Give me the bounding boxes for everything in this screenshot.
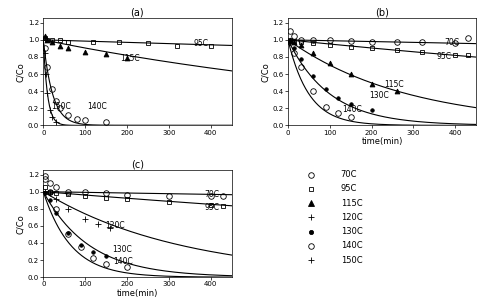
Text: 120C: 120C (340, 213, 361, 222)
Text: 150C: 150C (51, 102, 71, 111)
Text: 70C: 70C (204, 190, 219, 199)
Text: 115C: 115C (384, 80, 403, 89)
Text: 140C: 140C (113, 257, 133, 266)
Text: 115C: 115C (340, 199, 361, 208)
Text: 95C: 95C (340, 184, 356, 193)
Text: 120C: 120C (105, 221, 124, 230)
Y-axis label: C/Co: C/Co (16, 62, 25, 82)
Text: 95C: 95C (193, 39, 208, 48)
Text: 95C: 95C (435, 52, 451, 62)
Y-axis label: C/Co: C/Co (260, 62, 269, 82)
Text: 130C: 130C (340, 227, 361, 236)
Text: 130C: 130C (369, 91, 388, 100)
Y-axis label: C/Co: C/Co (16, 214, 25, 234)
Title: (a): (a) (130, 8, 144, 18)
Text: 95C: 95C (204, 203, 219, 212)
Text: 130C: 130C (112, 245, 132, 254)
Text: 115C: 115C (120, 54, 140, 63)
Text: 140C: 140C (87, 102, 107, 111)
Text: 150C: 150C (340, 256, 361, 265)
Text: 70C: 70C (340, 170, 357, 179)
Text: 70C: 70C (444, 38, 459, 47)
X-axis label: time(min): time(min) (360, 137, 402, 146)
Text: 140C: 140C (340, 241, 361, 250)
Title: (b): (b) (374, 8, 388, 18)
X-axis label: time(min): time(min) (117, 289, 158, 298)
Title: (c): (c) (131, 160, 144, 169)
Text: 140C: 140C (342, 106, 361, 115)
